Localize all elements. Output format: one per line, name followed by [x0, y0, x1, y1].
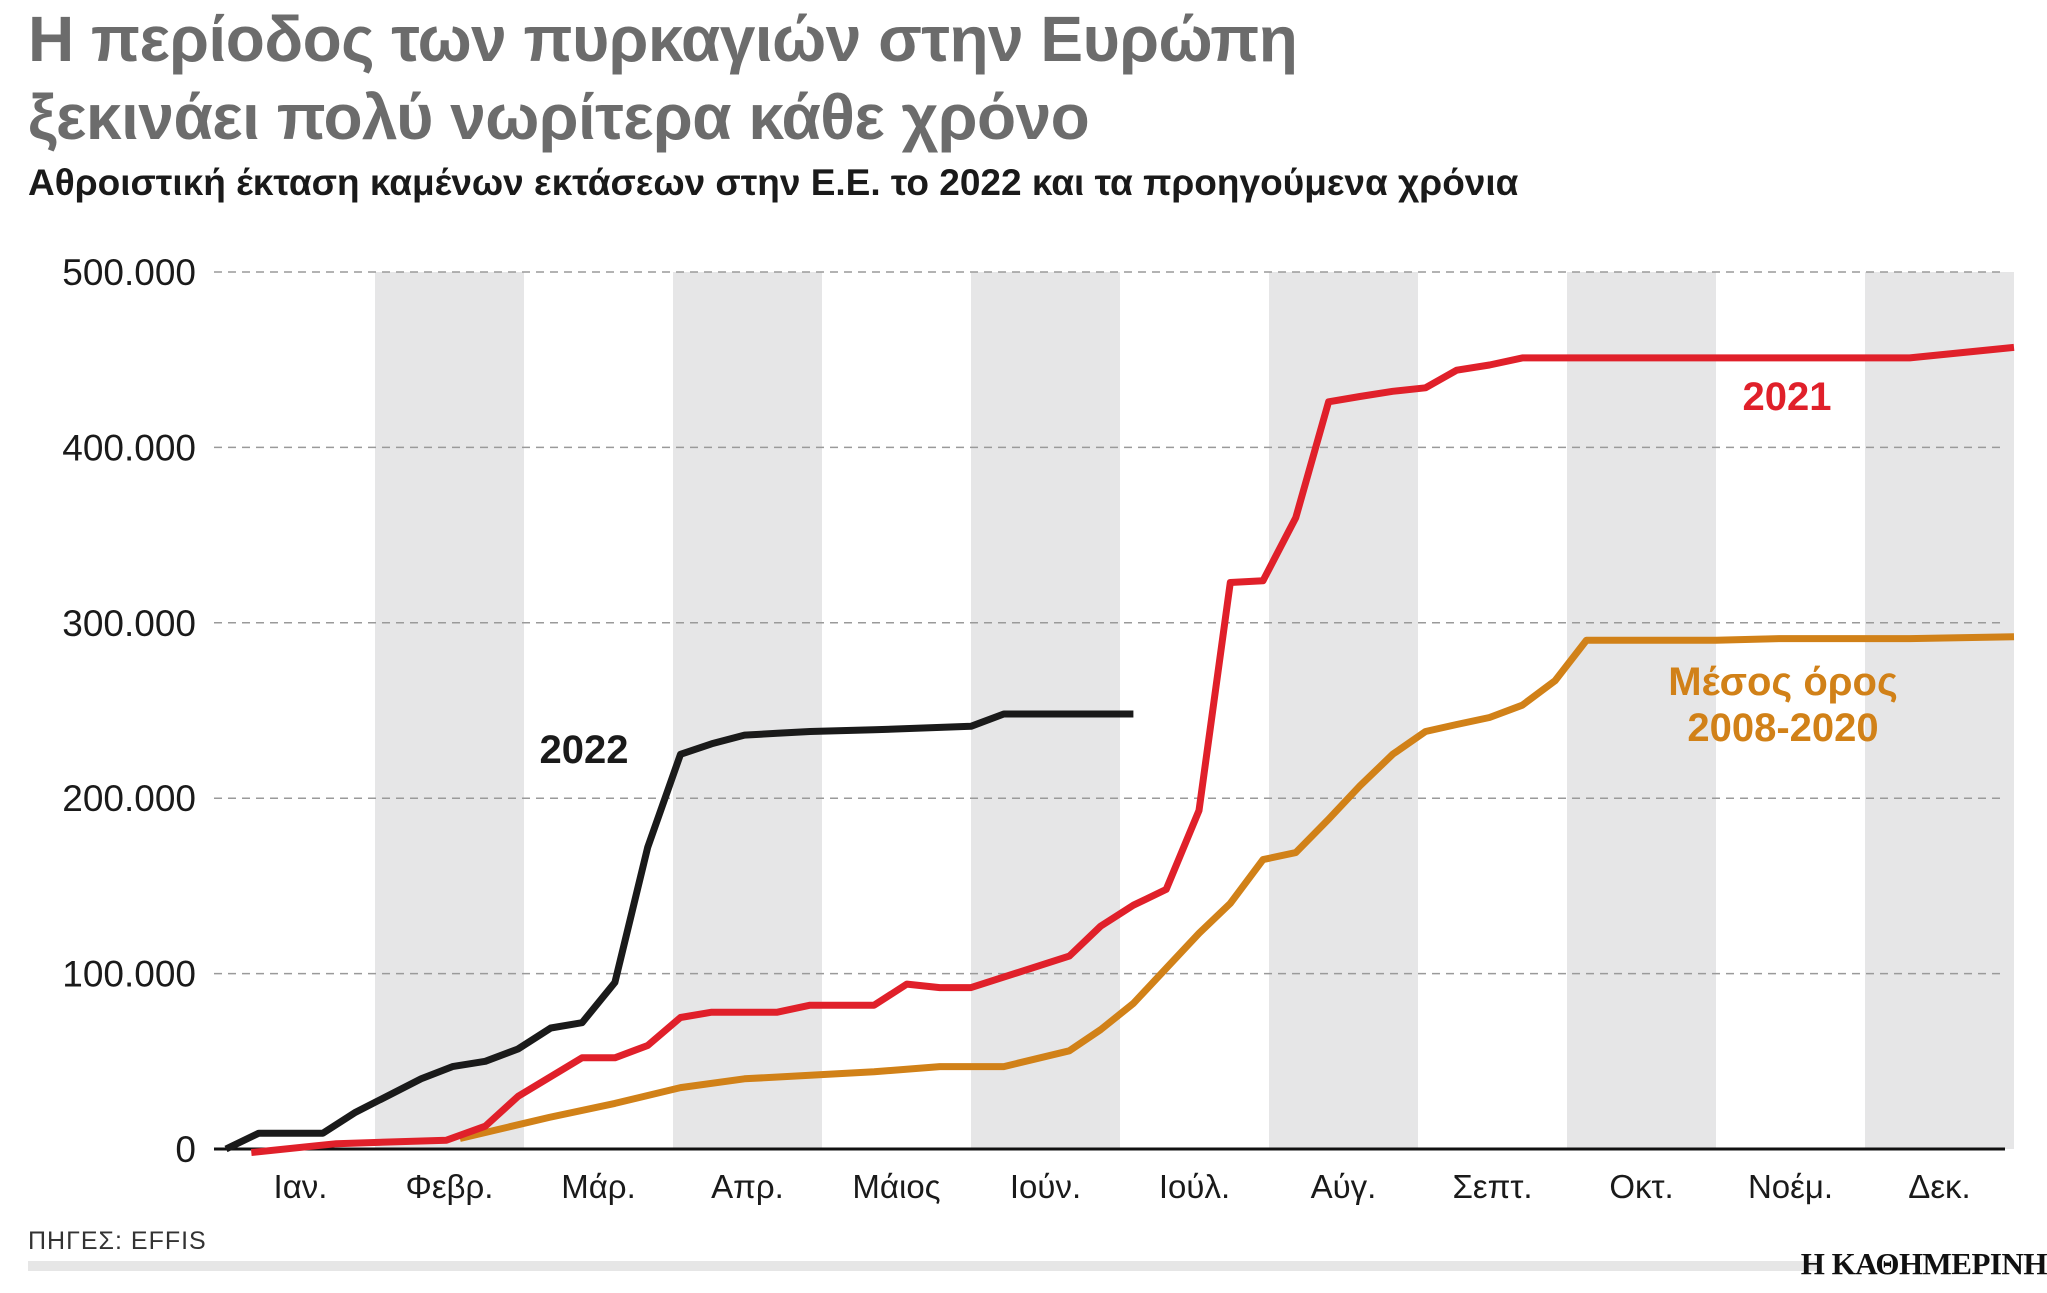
x-tick-label: Ιούλ.: [1159, 1168, 1230, 1205]
series-label: 2022: [540, 728, 629, 772]
x-axis-tick-labels: Ιαν. Φεβρ. Μάρ. Απρ. Μάιος Ιούν. Ιούλ. Αύγ. Σεπτ…: [274, 1168, 1971, 1205]
y-axis-tick-labels: 0 100.000 200.000 300.000 400.000 500.000: [62, 252, 196, 1170]
chart-subtitle: Αθροιστική έκταση καμένων εκτάσεων στην …: [28, 162, 1519, 203]
series-line: [459, 633, 2015, 1142]
source-note: ΠΗΓΕΣ: EFFIS: [28, 1227, 207, 1255]
x-tick-label: Φεβρ.: [406, 1168, 494, 1205]
y-tick-label: 500.000: [62, 252, 196, 293]
x-tick-label: Μάρ.: [561, 1168, 636, 1205]
x-tick-label: Νοέμ.: [1748, 1168, 1833, 1205]
y-tick-label: 200.000: [62, 778, 196, 819]
x-tick-label: Απρ.: [711, 1168, 784, 1205]
chart-title: Η περίοδος των πυρκαγιών στην Ευρώπη ξεκ…: [28, 0, 1298, 156]
series-line: [224, 710, 1134, 1153]
series-lines: [224, 343, 2015, 1156]
month-band: [375, 272, 524, 1149]
series-label: Μέσος όρος: [1668, 660, 1898, 704]
month-band: [673, 272, 822, 1149]
y-tick-label: 400.000: [62, 427, 196, 468]
y-tick-label: 300.000: [62, 603, 196, 644]
x-tick-label: Ιαν.: [274, 1168, 328, 1205]
series-line: [250, 343, 2015, 1156]
footer-bar: [28, 1261, 1818, 1271]
x-tick-label: Αύγ.: [1311, 1168, 1377, 1205]
chart-title-line-1: Η περίοδος των πυρκαγιών στην Ευρώπη: [28, 3, 1298, 75]
month-band: [1567, 272, 1716, 1149]
y-tick-label: 0: [175, 1129, 196, 1170]
y-tick-label: 100.000: [62, 954, 196, 995]
series-label: 2021: [1743, 375, 1832, 419]
month-band: [1865, 272, 2014, 1149]
month-band: [1269, 272, 1418, 1149]
x-tick-label: Μάιος: [852, 1168, 940, 1205]
x-tick-label: Ιούν.: [1010, 1168, 1081, 1205]
x-tick-label: Οκτ.: [1609, 1168, 1673, 1205]
x-tick-label: Δεκ.: [1908, 1168, 1970, 1205]
gridlines: [214, 271, 2005, 975]
publisher-logo: Η ΚΑΘΗΜΕΡΙΝΗ: [1800, 1246, 2047, 1281]
series-label: 2008-2020: [1687, 706, 1878, 750]
x-tick-label: Σεπτ.: [1452, 1168, 1532, 1205]
chart-title-line-2: ξεκινάει πολύ νωρίτερα κάθε χρόνο: [28, 81, 1090, 153]
